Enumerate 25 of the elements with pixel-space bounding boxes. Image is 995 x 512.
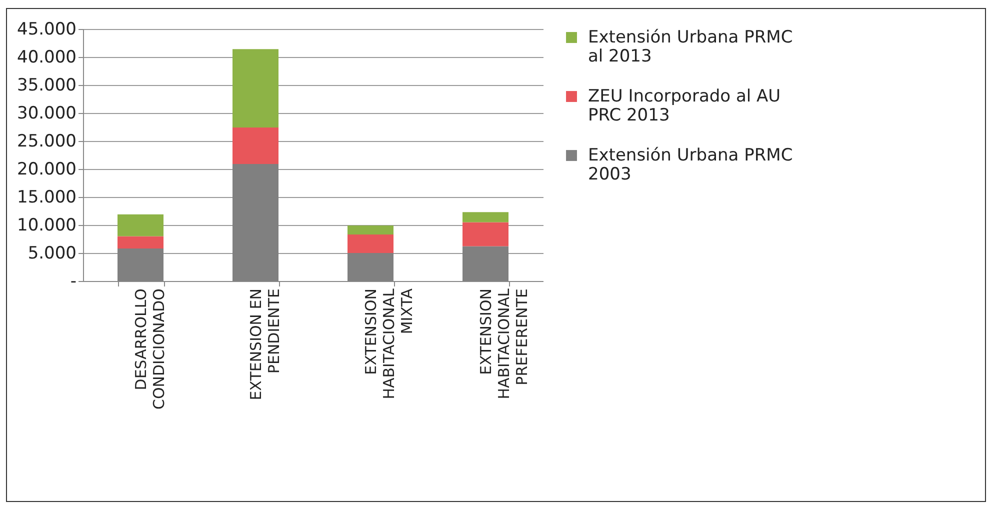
bar <box>462 222 508 246</box>
bar <box>232 128 278 164</box>
x-tick-label: DESARROLLO CONDICIONADO <box>132 288 168 410</box>
bar <box>348 234 394 253</box>
y-tick-label: 20.000 <box>17 160 76 180</box>
bar <box>462 212 508 222</box>
bar <box>232 49 278 128</box>
legend-label: Extensión Urbana PRMC 2003 <box>588 146 793 184</box>
y-tick-label: 45.000 <box>17 20 76 40</box>
x-tick-label: EXTENSION EN PENDIENTE <box>247 288 283 400</box>
y-tick-label: 40.000 <box>17 48 76 68</box>
y-tick-label: 5.000 <box>28 244 76 264</box>
y-tick-label: - <box>70 272 76 292</box>
x-tick-label: EXTENSION HABITACIONAL PREFERENTE <box>477 288 531 400</box>
y-tick-label: 15.000 <box>17 188 76 208</box>
y-tick-label: 35.000 <box>17 76 76 96</box>
x-tick-label: EXTENSION HABITACIONAL MIXTA <box>362 288 416 400</box>
bar <box>348 226 394 235</box>
y-tick-label: 10.000 <box>17 216 76 236</box>
y-tick-label: 25.000 <box>17 132 76 152</box>
legend-label: Extensión Urbana PRMC al 2013 <box>588 28 793 66</box>
y-tick-label: 30.000 <box>17 104 76 124</box>
legend-label: ZEU Incorporado al AU PRC 2013 <box>588 86 781 126</box>
bar <box>118 214 164 236</box>
bar <box>118 236 164 249</box>
